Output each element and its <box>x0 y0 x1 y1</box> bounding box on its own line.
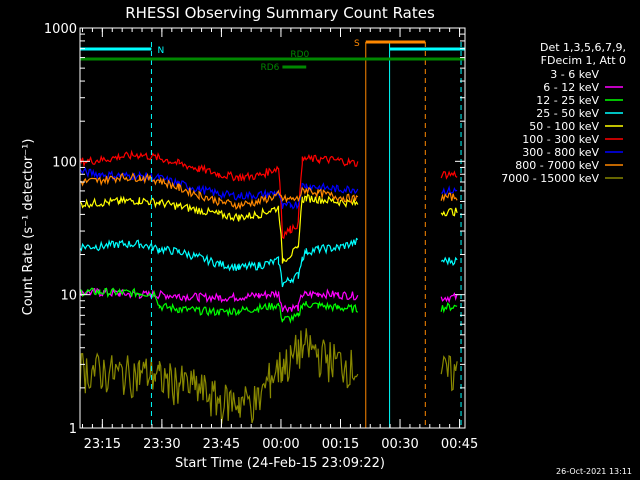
x-tick-label-2: 23:45 <box>203 437 240 452</box>
legend-entry-4: 50 - 100 keV <box>529 120 599 133</box>
legend-header-1: FDecim 1, Att 0 <box>541 54 626 67</box>
x-tick-label-1: 23:30 <box>143 437 180 452</box>
flag-label-2: S <box>354 39 360 49</box>
y-axis-label: Count Rate (s⁻¹ detector⁻¹) <box>21 139 36 316</box>
x-tick-label-4: 00:15 <box>322 437 359 452</box>
x-tick-label-3: 00:00 <box>262 437 299 452</box>
legend-entry-5: 100 - 300 keV <box>522 133 599 146</box>
series-2-line <box>79 287 458 324</box>
plot-frame <box>79 27 466 429</box>
series-8-line <box>79 328 458 425</box>
y-tick-label-2: 100 <box>52 155 77 170</box>
y-tick-label-3: 1000 <box>44 22 77 37</box>
x-tick-label-6: 00:45 <box>441 437 478 452</box>
legend-entry-8: 7000 - 15000 keV <box>501 172 599 185</box>
legend-entry-6: 300 - 800 keV <box>522 146 599 159</box>
flag-label-4: RD6 <box>261 63 280 73</box>
flag-label-0: N <box>157 46 164 56</box>
axes: 1 10 100 1000 23:15 23:30 23:45 00:00 00:15 00:30… <box>44 22 478 452</box>
legend-entry-2: 12 - 25 keV <box>536 94 599 107</box>
x-axis-label: Start Time (24-Feb-15 23:09:22) <box>175 456 385 471</box>
series-1-line <box>79 287 458 314</box>
legend-entry-7: 800 - 7000 keV <box>515 159 599 172</box>
legend: Det 1,3,5,6,7,9,FDecim 1, Att 03 - 6 keV… <box>501 41 626 185</box>
chart-title: RHESSI Observing Summary Count Rates <box>125 4 435 22</box>
x-tick-label-5: 00:30 <box>381 437 418 452</box>
legend-header-0: Det 1,3,5,6,7,9, <box>540 41 626 54</box>
series-4-line <box>79 193 458 264</box>
y-tick-label-0: 1 <box>69 422 77 437</box>
series-3-line <box>79 237 458 288</box>
legend-entry-1: 6 - 12 keV <box>543 81 599 94</box>
flag-label-3: RD0 <box>290 50 309 60</box>
x-tick-label-0: 23:15 <box>84 437 121 452</box>
series-5-line <box>79 149 458 240</box>
legend-entry-0: 3 - 6 keV <box>550 68 599 81</box>
y-tick-label-1: 10 <box>60 289 77 304</box>
timestamp: 26-Oct-2021 13:11 <box>556 467 632 476</box>
series-7-line <box>79 172 458 211</box>
series-6-line <box>79 167 458 210</box>
legend-entry-3: 25 - 50 keV <box>536 107 599 120</box>
plot-area: N S RD0 RD6 <box>79 39 465 428</box>
